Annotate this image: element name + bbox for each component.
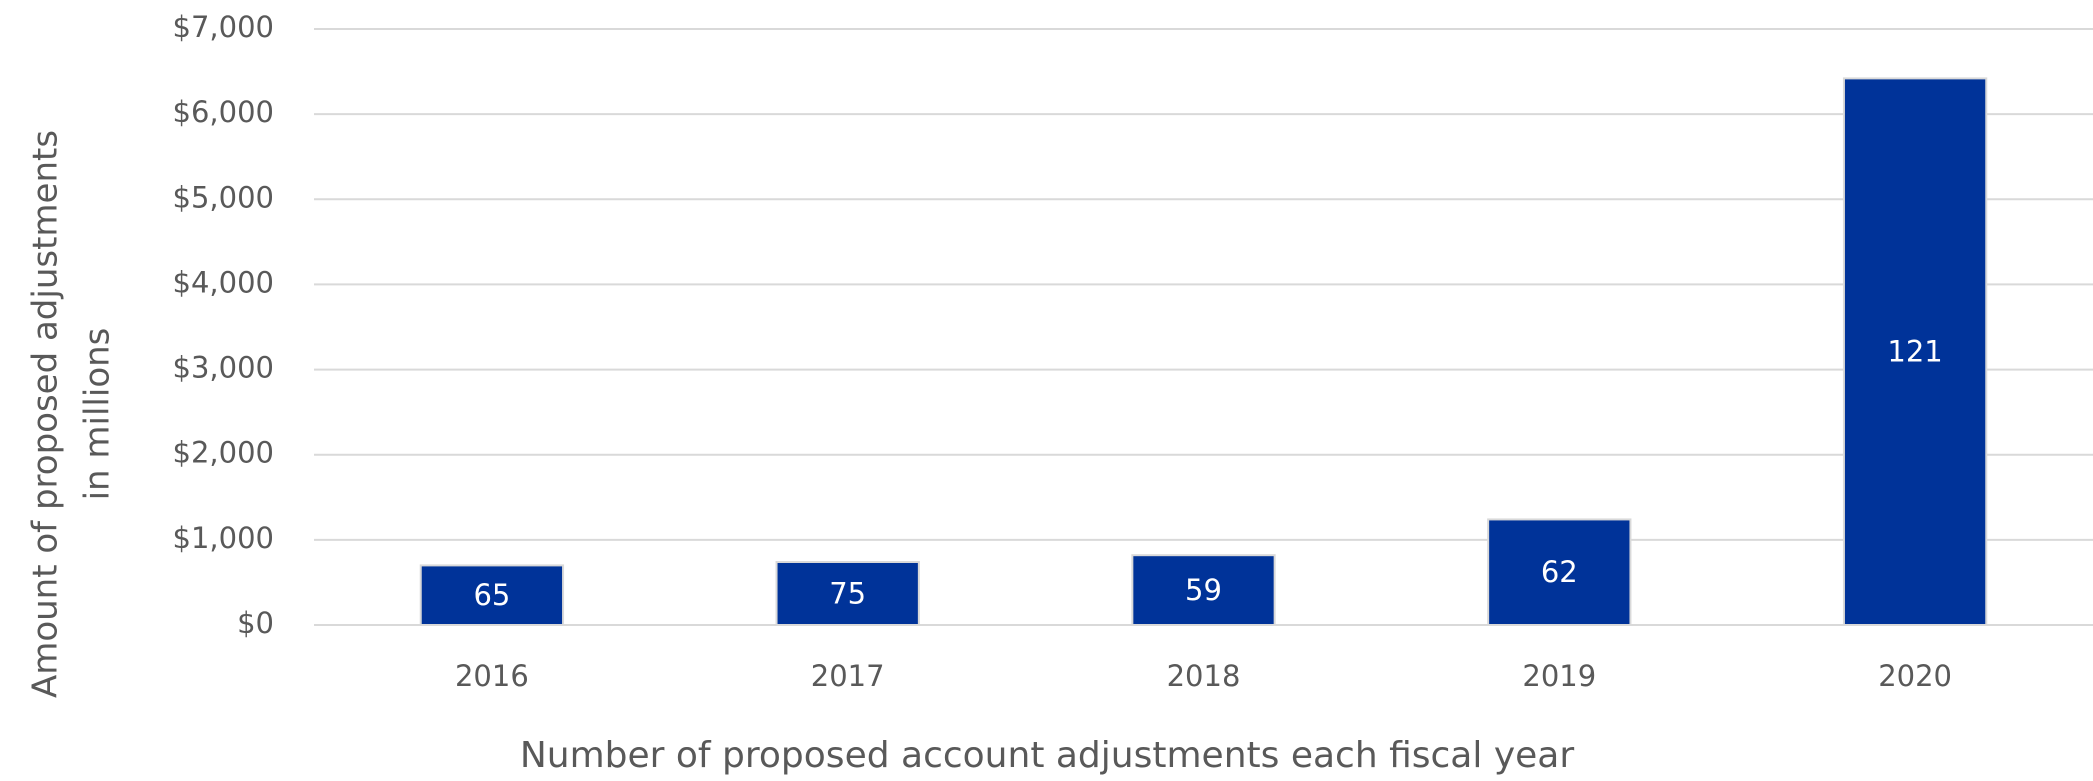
bar	[775, 560, 920, 626]
x-tick-label: 2018	[1167, 659, 1241, 693]
y-tick-label: $7,000	[173, 10, 274, 44]
y-tick-label: $2,000	[173, 436, 274, 470]
x-tick-label: 2019	[1522, 659, 1596, 693]
y-tick-label: $4,000	[173, 265, 274, 299]
y-axis-label: in millions	[78, 328, 118, 501]
y-axis-label-group: Amount of proposed adjustments in millio…	[26, 130, 118, 698]
bar	[419, 564, 565, 627]
y-tick-label: $3,000	[173, 351, 274, 385]
y-tick-label: $0	[237, 606, 274, 640]
y-tick-label: $6,000	[173, 95, 274, 129]
x-tick-label: 2020	[1878, 659, 1952, 693]
bar	[1487, 518, 1632, 626]
bar-label: 121	[1887, 335, 1942, 369]
y-tick-label: $5,000	[173, 180, 274, 214]
bar-label: 59	[1185, 573, 1222, 607]
x-axis-label: Number of proposed account adjustments e…	[520, 735, 1574, 776]
bar-label: 62	[1541, 555, 1578, 589]
x-tick-label: 2016	[455, 659, 529, 693]
bar-label: 65	[473, 578, 510, 612]
bar	[1842, 77, 1988, 626]
x-tick-label: 2017	[811, 659, 885, 693]
y-axis-label: Amount of proposed adjustments	[26, 130, 66, 698]
bar	[1131, 554, 1276, 627]
y-tick-label: $1,000	[173, 521, 274, 555]
bar-label: 75	[829, 576, 866, 610]
